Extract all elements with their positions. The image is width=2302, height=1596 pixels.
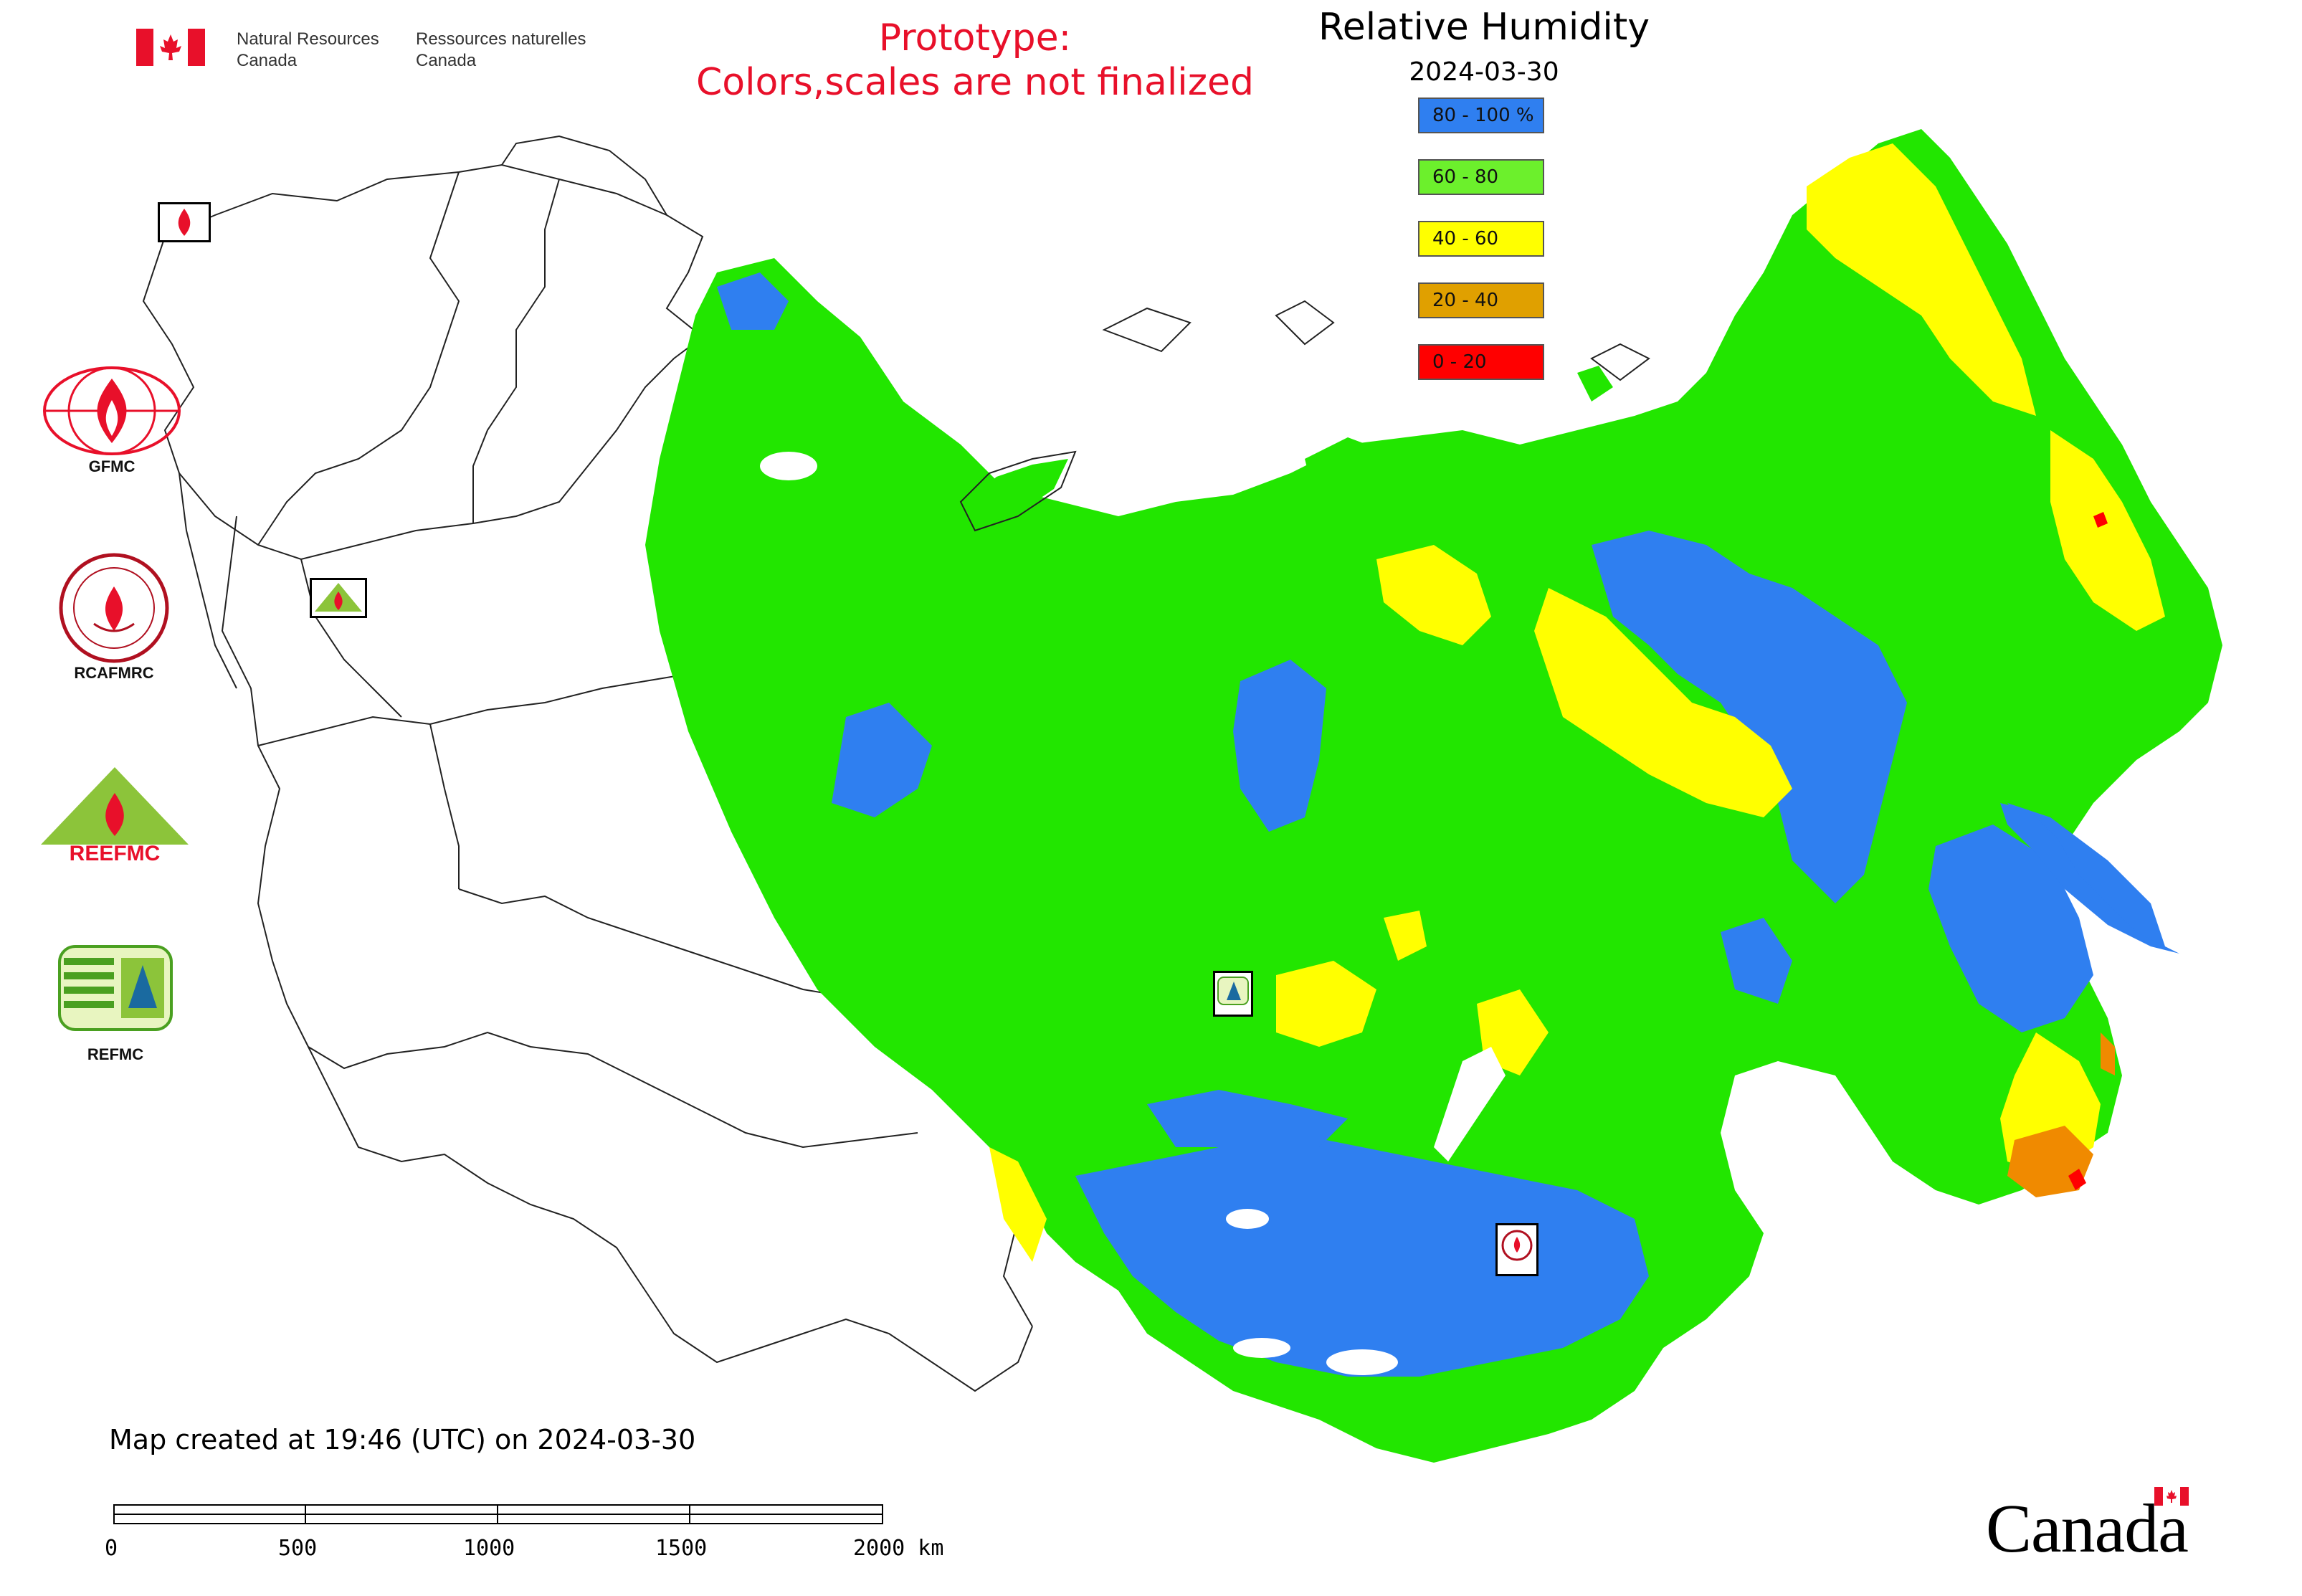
scale-label-1500: 1500 bbox=[655, 1536, 708, 1561]
refmc-sigma-icon bbox=[1217, 977, 1249, 1005]
gfmc-flame-icon bbox=[43, 366, 181, 455]
org-name-fr-line1: Ressources naturelles bbox=[416, 29, 586, 49]
station-marker-reefmc[interactable] bbox=[310, 578, 367, 618]
org-name-en-line2: Canada bbox=[237, 51, 298, 70]
legend-label: 20 - 40 bbox=[1432, 290, 1499, 311]
map-created-note: Map created at 19:46 (UTC) on 2024-03-30 bbox=[109, 1424, 696, 1455]
legend-label: 60 - 80 bbox=[1432, 166, 1499, 188]
legend-item-40-60: 40 - 60 bbox=[1418, 221, 1544, 257]
legend-label: 0 - 20 bbox=[1432, 351, 1487, 373]
legend-item-80-100: 80 - 100 % bbox=[1418, 98, 1544, 133]
org-name-en-line1: Natural Resources bbox=[237, 29, 379, 49]
map-title: Relative Humidity bbox=[1318, 6, 1650, 49]
lakes-and-no-data bbox=[760, 452, 1506, 1375]
prototype-notice: Prototype: Colors,scales are not finaliz… bbox=[645, 16, 1305, 105]
rh-band-80-100 bbox=[717, 272, 2165, 1377]
logo-rcafmrc[interactable]: RCAFMRC bbox=[53, 552, 175, 683]
legend-item-0-20: 0 - 20 bbox=[1418, 344, 1544, 380]
scale-label-1000: 1000 bbox=[463, 1536, 515, 1561]
logo-rcafmrc-label: RCAFMRC bbox=[74, 664, 154, 682]
reefmc-triangle-icon: REEFMC bbox=[41, 767, 189, 865]
logo-reefmc[interactable]: REEFMC bbox=[36, 764, 194, 865]
station-marker-gfmc[interactable] bbox=[158, 202, 211, 242]
map-date: 2024-03-30 bbox=[1409, 57, 1559, 87]
legend-label: 40 - 60 bbox=[1432, 228, 1499, 250]
sakhalin-island bbox=[2000, 803, 2179, 954]
logo-refmc-label: REFMC bbox=[87, 1045, 144, 1063]
legend-item-20-40: 20 - 40 bbox=[1418, 282, 1544, 318]
scale-label-2000-km: 2000 km bbox=[853, 1536, 944, 1561]
rcafmrc-seal-icon bbox=[1501, 1230, 1533, 1261]
scale-bar bbox=[113, 1504, 883, 1524]
scale-label-0: 0 bbox=[105, 1536, 118, 1561]
legend-label: 80 - 100 % bbox=[1432, 105, 1534, 126]
logo-refmc[interactable]: REFMC bbox=[54, 944, 176, 1064]
legend-item-60-80: 60 - 80 bbox=[1418, 159, 1544, 195]
org-name-fr-line2: Canada bbox=[416, 51, 477, 70]
prototype-line1: Prototype: bbox=[878, 16, 1072, 60]
arctic-islands bbox=[959, 300, 1650, 532]
canada-flag-icon bbox=[136, 29, 205, 66]
reefmc-triangle-icon bbox=[315, 583, 362, 612]
logo-gfmc-label: GFMC bbox=[88, 457, 135, 475]
nrcan-signature: Natural Resources Canada Ressources natu… bbox=[136, 29, 609, 79]
legend: 80 - 100 % 60 - 80 40 - 60 20 - 40 0 - 2… bbox=[1418, 98, 1549, 406]
rh-band-0-20 bbox=[2068, 512, 2108, 1190]
gfmc-flame-icon bbox=[178, 209, 191, 236]
rh-band-60-80 bbox=[645, 129, 2222, 1463]
refmc-sigma-icon bbox=[58, 945, 173, 1031]
canada-flag-icon bbox=[2154, 1487, 2189, 1506]
rcafmrc-seal-icon bbox=[59, 553, 169, 663]
logo-gfmc[interactable]: GFMC bbox=[40, 364, 184, 476]
canada-wordmark: Canada bbox=[1986, 1487, 2189, 1568]
station-marker-refmc[interactable] bbox=[1213, 971, 1253, 1017]
arctic-islands-fill bbox=[968, 366, 1613, 526]
reefmc-wordmark: REEFMC bbox=[70, 842, 161, 865]
scale-label-500: 500 bbox=[278, 1536, 318, 1561]
station-marker-rcafmrc[interactable] bbox=[1495, 1223, 1538, 1276]
prototype-line2: Colors,scales are not finalized bbox=[695, 61, 1255, 104]
